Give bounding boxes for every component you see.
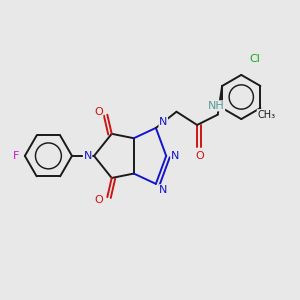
Text: Cl: Cl bbox=[249, 54, 260, 64]
Text: CH₃: CH₃ bbox=[257, 110, 275, 120]
Text: N: N bbox=[171, 151, 179, 161]
Text: O: O bbox=[196, 151, 204, 161]
Text: O: O bbox=[94, 107, 103, 117]
Text: N: N bbox=[83, 151, 92, 161]
Text: N: N bbox=[159, 185, 167, 195]
Text: NH: NH bbox=[208, 101, 225, 111]
Text: F: F bbox=[13, 151, 19, 161]
Text: O: O bbox=[94, 195, 103, 205]
Text: N: N bbox=[159, 117, 167, 127]
